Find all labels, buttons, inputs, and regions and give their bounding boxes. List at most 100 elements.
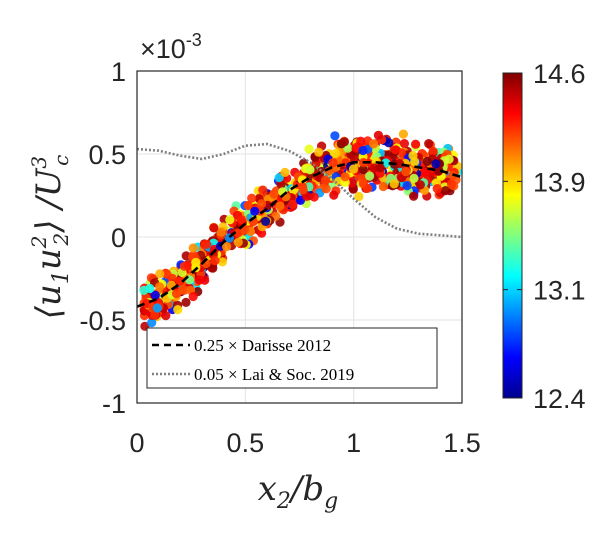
scatter-point	[398, 129, 408, 139]
x-tick-label: 1.5	[443, 428, 481, 458]
scatter-point	[358, 164, 368, 175]
colorbar-tick-labels: 14.6 13.9 13.1 12.4	[503, 59, 586, 414]
colorbar-tick-label: 13.1	[533, 276, 586, 306]
scatter-point	[202, 239, 212, 249]
scatter-point	[321, 184, 331, 194]
x-axis-label: x2/bg	[258, 469, 339, 514]
scatter-point	[340, 172, 350, 182]
scatter-point	[243, 201, 253, 211]
scatter-point	[250, 206, 260, 216]
scatter-point	[373, 130, 383, 140]
scatter-point	[269, 189, 279, 199]
scatter-point	[225, 215, 235, 225]
y-tick-labels: -1 -0.5 0 0.5 1	[79, 57, 126, 419]
scatter-point	[354, 191, 364, 202]
scatter-point	[401, 167, 411, 177]
scatter-point	[177, 285, 187, 295]
scatter-point	[167, 273, 177, 283]
scatter-point	[210, 256, 220, 266]
scatter-point	[175, 276, 185, 286]
scatter-point	[348, 164, 359, 174]
scatter-point	[298, 185, 308, 195]
scatter-point	[314, 147, 324, 157]
scatter-point	[188, 291, 198, 302]
scatter-point	[287, 199, 298, 209]
scatter-point	[145, 283, 155, 294]
scatter-point	[309, 192, 319, 202]
scatter-point	[216, 227, 226, 237]
scatter-point	[280, 167, 290, 177]
scatter-point	[440, 186, 451, 196]
scatter-point	[329, 190, 339, 200]
scatter-point	[247, 193, 257, 203]
scatter-point	[390, 145, 400, 155]
series-line-lai	[137, 142, 462, 239]
svg-text:⟨u1u22⟩ /U3c: ⟨u1u22⟩ /U3c	[27, 155, 74, 320]
y-tick-label: 0	[111, 223, 126, 253]
scatter-point	[275, 201, 285, 211]
scatter-point	[408, 150, 418, 161]
colorbar-tick-label: 13.9	[533, 167, 586, 197]
scatter-point	[402, 181, 412, 191]
scatter-point	[257, 199, 267, 209]
y-axis-label: ⟨u1u22⟩ /U3c	[27, 155, 74, 320]
scatter-point	[297, 175, 307, 185]
legend-label-darisse: 0.25 × Darisse 2012	[194, 336, 331, 355]
scatter-point	[339, 137, 349, 147]
scatter-point	[358, 145, 368, 156]
scatter-points	[139, 129, 462, 331]
scatter-point	[331, 148, 341, 159]
scatter-point	[409, 173, 419, 183]
exponent-label: ×10-3	[140, 30, 202, 64]
scatter-point	[428, 146, 438, 156]
scatter-point	[191, 257, 201, 267]
scatter-point	[320, 175, 331, 185]
colorbar: 14.6 13.9 13.1 12.4	[502, 59, 586, 414]
scatter-point	[181, 297, 191, 307]
colorbar-gradient	[502, 72, 523, 399]
scatter-point	[217, 257, 227, 267]
scatter-point	[347, 178, 357, 188]
scatter-point	[369, 139, 379, 149]
scatter-point	[150, 310, 160, 320]
scatter-point	[150, 290, 160, 300]
scatter-point	[432, 184, 442, 194]
series-line-darisse	[137, 161, 462, 308]
legend: 0.25 × Darisse 2012 0.05 × Lai & Soc. 20…	[146, 327, 438, 389]
scatter-point	[155, 269, 165, 279]
scatter-point	[446, 179, 457, 189]
scatter-point	[173, 305, 183, 315]
scatter-point	[222, 242, 232, 252]
scatter-point	[161, 311, 171, 321]
scatter-point	[358, 174, 368, 184]
scatter-point	[194, 275, 204, 285]
scatter-point	[152, 303, 162, 313]
scatter-point	[409, 191, 419, 201]
x-tick-label: 0.5	[227, 428, 265, 458]
y-tick-label: -0.5	[79, 306, 126, 336]
scatter-point	[155, 282, 165, 292]
scatter-point	[236, 215, 247, 225]
scatter-point	[305, 165, 315, 175]
x-tick-label: 0	[129, 428, 144, 458]
scatter-point	[258, 185, 268, 195]
legend-label-lai: 0.05 × Lai & Soc. 2019	[194, 365, 354, 384]
scatter-point	[424, 139, 434, 149]
y-tick-label: 1	[111, 57, 126, 87]
scatter-point	[356, 136, 366, 146]
colorbar-tick-label: 12.4	[533, 384, 586, 414]
scatter-point	[328, 158, 338, 168]
colorbar-tick-label: 14.6	[533, 59, 586, 89]
scatter-point	[330, 131, 340, 141]
scatter-point	[233, 237, 243, 247]
exponent-power: -3	[186, 30, 202, 50]
scatter-point	[411, 139, 421, 149]
x-tick-labels: 0 0.5 1 1.5	[129, 428, 480, 458]
scatter-point	[389, 179, 399, 189]
scatter-point	[444, 154, 454, 164]
scatter-point	[431, 159, 441, 169]
scatter-point	[183, 260, 193, 271]
y-tick-label: 0.5	[88, 140, 126, 170]
scatter-point	[375, 163, 385, 173]
